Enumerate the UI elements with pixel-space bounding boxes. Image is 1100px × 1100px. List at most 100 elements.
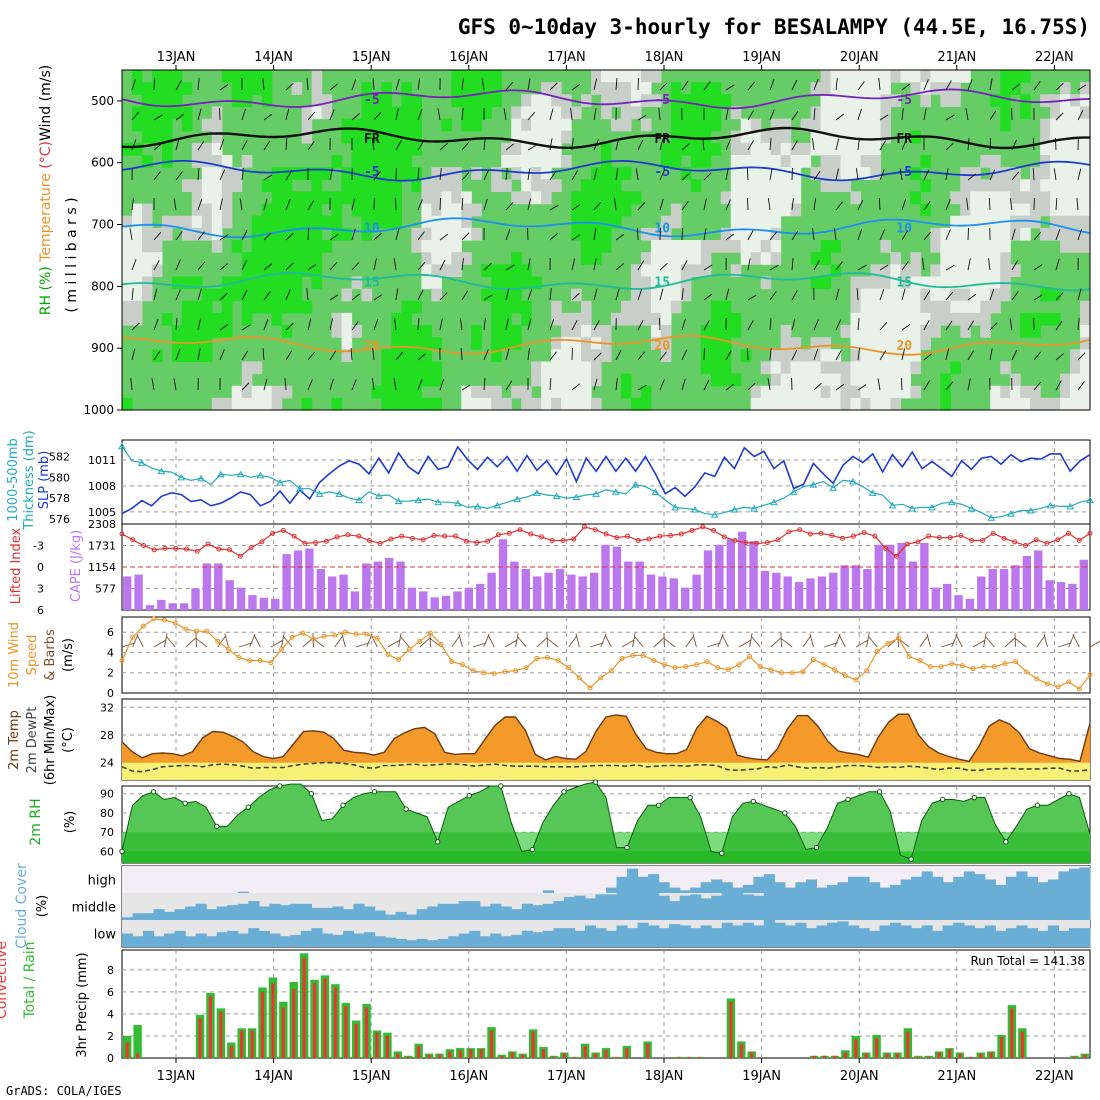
rh-cell (261, 94, 273, 108)
rh-cell (211, 312, 223, 326)
rh-cell (1020, 397, 1031, 411)
rh-cell (1070, 155, 1081, 168)
lifted-tick-label: 3 (37, 583, 44, 596)
rh-cell (511, 191, 522, 205)
wind-barb (1014, 632, 1016, 648)
rh-cell (770, 179, 782, 193)
cape-bar (737, 531, 747, 610)
cloud-bar (700, 925, 712, 947)
wind-barb (153, 171, 161, 181)
rh-cell (920, 312, 931, 326)
rh-cell (770, 252, 782, 265)
rh-cell (291, 203, 303, 217)
cape-bar (578, 576, 587, 610)
cape-bar (1068, 583, 1077, 610)
wind-barb (373, 294, 383, 301)
precip-convective-bar (271, 983, 275, 1058)
rh-cell (1080, 167, 1091, 180)
cape-bar (441, 595, 451, 610)
rh-cell (940, 288, 951, 302)
wind-barb (802, 635, 812, 648)
wind-barb (769, 138, 772, 151)
rh-cell (630, 82, 642, 95)
wind-barb (632, 633, 636, 648)
rh-cell (181, 276, 193, 290)
rh-cell (521, 397, 532, 411)
thickness-marker (750, 504, 759, 512)
cloud-bar (690, 894, 702, 920)
wind-barb (505, 229, 511, 241)
wind-barb (747, 382, 756, 391)
cloud-bar (616, 876, 628, 893)
cloud-bar (1068, 868, 1081, 893)
wind-barb (461, 108, 464, 121)
rh-cell (361, 191, 373, 205)
wind-speed-marker (853, 677, 859, 683)
wind-barb (967, 173, 977, 181)
rh-cell (122, 276, 133, 290)
wind-speed-marker (172, 620, 178, 626)
rh-cell (171, 70, 183, 83)
cloud-bar (763, 920, 775, 947)
wind-barb (945, 142, 954, 151)
y-tick-label: 800 (91, 279, 114, 293)
ylabel-part: & Barbs (43, 629, 58, 681)
thickness-marker (137, 459, 146, 466)
wind-barb (746, 348, 749, 361)
isotherm-line (121, 88, 1091, 110)
wind-barb (483, 633, 490, 648)
rh-cell (561, 337, 572, 350)
rh-cell (301, 167, 313, 180)
rh-cell (301, 240, 313, 253)
cloud-bar (732, 887, 744, 893)
isotherm-label: 10 (896, 222, 912, 237)
rh-cell (1010, 179, 1021, 193)
rh-cell (980, 215, 991, 229)
rh-cell (571, 349, 582, 363)
rh-cell (1050, 106, 1061, 120)
wind-barb (900, 378, 903, 391)
rh-cell (241, 70, 253, 83)
cloud-bar (637, 876, 649, 893)
wind-barb (351, 293, 360, 301)
rh-cell (740, 203, 752, 217)
cloud-row-label: middle (72, 901, 116, 916)
rh-marker (719, 850, 725, 857)
rh-cell (730, 240, 742, 253)
cloud-bar (195, 903, 207, 920)
wind-barb (593, 201, 602, 211)
rh-cell (770, 191, 782, 205)
rh-cell (1030, 179, 1041, 193)
rh-cell (221, 312, 233, 326)
wind-barb (417, 289, 424, 301)
rh-cell (670, 264, 682, 278)
wind-speed-marker (130, 634, 136, 640)
rh-cell (700, 142, 712, 156)
isotherm-label: 15 (654, 275, 670, 290)
cape-bar (259, 597, 269, 610)
wind-barb (217, 635, 227, 648)
rh-cell (950, 276, 961, 290)
precip-convective-bar (385, 1035, 389, 1058)
wind-speed-marker (427, 630, 433, 636)
rh-cell (551, 118, 562, 132)
rh-cell (291, 288, 303, 302)
rh-cell (640, 312, 652, 326)
rh-cell (351, 118, 363, 132)
precip-convective-bar (604, 1050, 608, 1058)
lifted-index-marker (678, 531, 684, 537)
cloud-bar (574, 895, 586, 920)
rh-cell (930, 325, 941, 338)
rh-cell (850, 325, 862, 338)
rh-cell (551, 337, 562, 350)
wind-barb (350, 348, 353, 361)
wind-barb (483, 262, 492, 271)
wind-tick-label: 0 (107, 687, 114, 700)
rh-cell (650, 264, 662, 278)
rh-cell (740, 118, 752, 132)
rh-cell (930, 227, 941, 241)
rh-cell (122, 252, 133, 265)
rh-cell (1050, 118, 1061, 132)
cape-bar (806, 578, 815, 610)
rh-cell (391, 203, 403, 217)
